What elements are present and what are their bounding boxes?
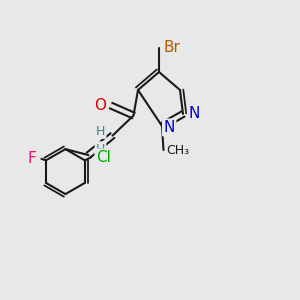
Text: N: N (164, 120, 175, 135)
Text: F: F (27, 151, 36, 166)
Text: H: H (96, 124, 105, 138)
Text: Cl: Cl (96, 150, 111, 165)
Text: O: O (94, 98, 106, 112)
Text: CH₃: CH₃ (167, 143, 190, 157)
Text: N: N (188, 106, 200, 121)
Text: H: H (96, 142, 105, 156)
Text: Br: Br (164, 40, 180, 55)
